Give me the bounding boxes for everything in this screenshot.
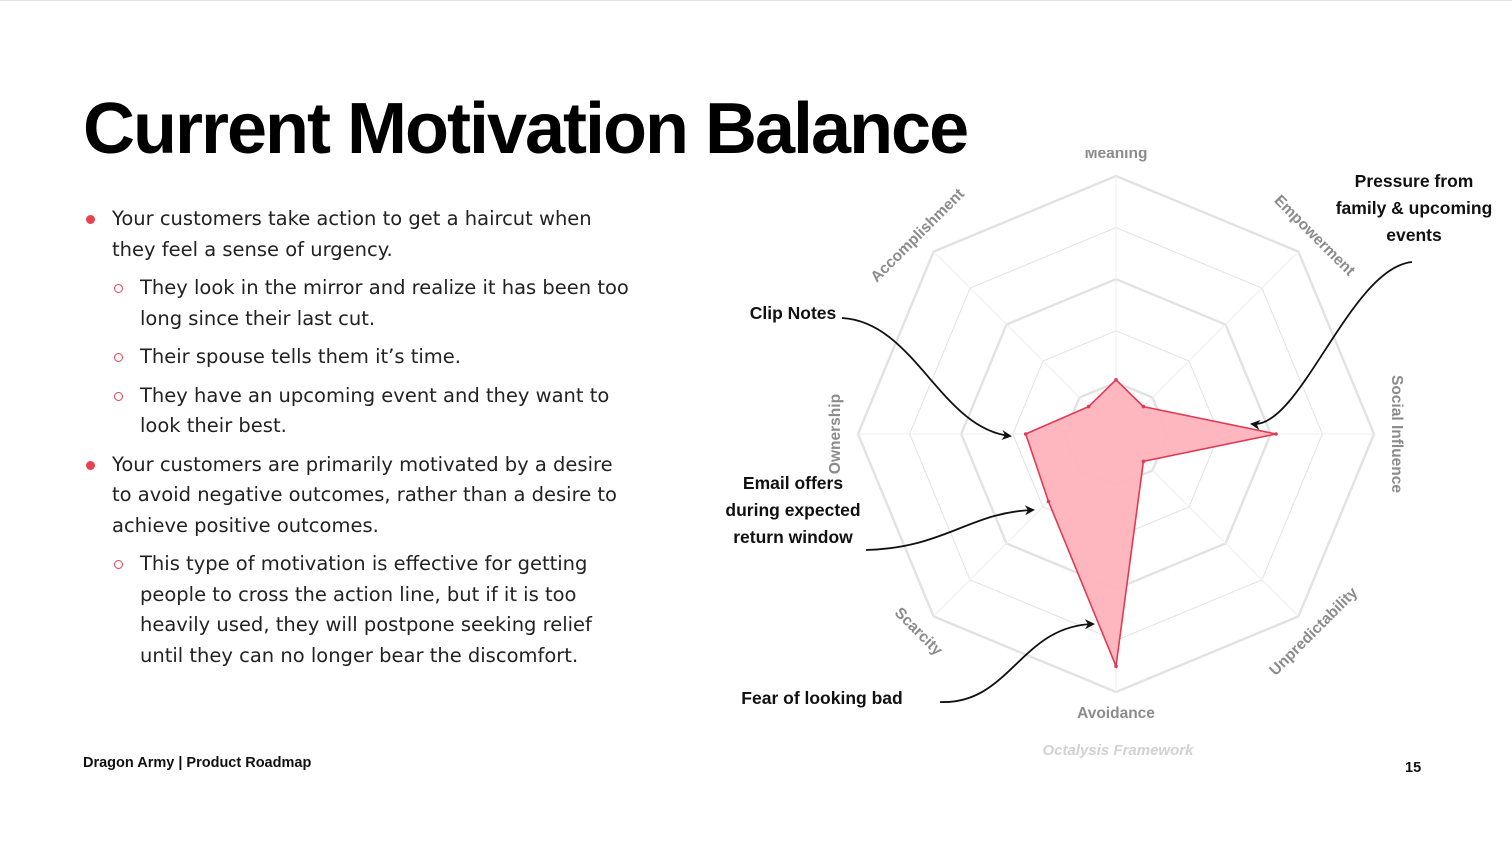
chart-caption: Octalysis Framework — [1043, 742, 1195, 759]
radar-data-point — [1046, 499, 1051, 504]
bullet-ring-icon — [114, 353, 123, 362]
bullet-item: Your customers are primarily motivated b… — [84, 450, 629, 542]
radar-data-point — [1114, 378, 1118, 382]
sub-bullet-item: This type of motivation is effective for… — [84, 549, 629, 671]
bullet-dot-icon — [86, 215, 95, 224]
sub-bullet-item: They have an upcoming event and they wan… — [84, 381, 629, 442]
annotation-arrow-social-influence — [1250, 261, 1413, 430]
bullet-ring-icon — [114, 284, 123, 293]
bullet-list: Your customers take action to get a hair… — [84, 204, 629, 679]
radar-spoke — [933, 251, 1117, 435]
annotation: Pressure from family & upcoming events — [1250, 171, 1493, 430]
sub-bullet-text: This type of motivation is effective for… — [140, 552, 592, 667]
radar-data-point — [1086, 404, 1091, 409]
sub-bullet-text: Their spouse tells them it’s time. — [140, 345, 461, 368]
bullet-text: Your customers are primarily motivated b… — [112, 452, 617, 537]
annotation-arrow-scarcity — [865, 505, 1035, 551]
radar-spoke — [1115, 251, 1299, 435]
annotation: Email offers during expected return window — [725, 473, 1035, 551]
annotation: Fear of looking bad — [741, 619, 1095, 708]
bullet-ring-icon — [114, 560, 123, 569]
bullet-item: Your customers take action to get a hair… — [84, 204, 629, 265]
axis-label-meaning: Meaning — [1085, 150, 1148, 162]
sub-bullet-text: They have an upcoming event and they wan… — [140, 383, 610, 438]
annotation-label: Clip Notes — [750, 303, 837, 323]
annotation-label: Email offers during expected return window — [725, 473, 860, 547]
sub-bullet-item: Their spouse tells them it’s time. — [84, 342, 629, 373]
annotation-arrow-ownership — [841, 317, 1012, 441]
annotation: Clip Notes — [750, 303, 1012, 441]
bullet-dot-icon — [86, 460, 95, 470]
axis-label-avoidance: Avoidance — [1077, 705, 1155, 722]
bullet-text: Your customers take action to get a hair… — [112, 207, 592, 261]
top-divider — [0, 0, 1512, 1]
axis-label-social-influence: Social Influence — [1388, 375, 1405, 493]
annotation-label: Fear of looking bad — [741, 688, 902, 708]
radar-data-point — [1141, 404, 1146, 409]
sub-bullet-text: They look in the mirror and realize it h… — [140, 276, 629, 330]
sub-bullet-item: They look in the mirror and realize it h… — [84, 273, 629, 334]
radar-data-point — [1274, 432, 1278, 436]
footer-label: Dragon Army | Product Roadmap — [83, 755, 312, 771]
bullet-ring-icon — [114, 391, 123, 401]
annotation-label: Pressure from family & upcoming events — [1336, 171, 1493, 245]
slide-title: Current Motivation Balance — [83, 89, 969, 169]
radar-data-point — [1141, 459, 1146, 464]
page-number: 15 — [1405, 760, 1422, 776]
radar-data-point — [1114, 664, 1118, 668]
annotation-arrow-avoidance — [939, 619, 1095, 703]
radar-data-point — [1023, 432, 1028, 436]
axis-label-ownership: Ownership — [827, 394, 844, 474]
radar-spoke — [1115, 433, 1299, 617]
